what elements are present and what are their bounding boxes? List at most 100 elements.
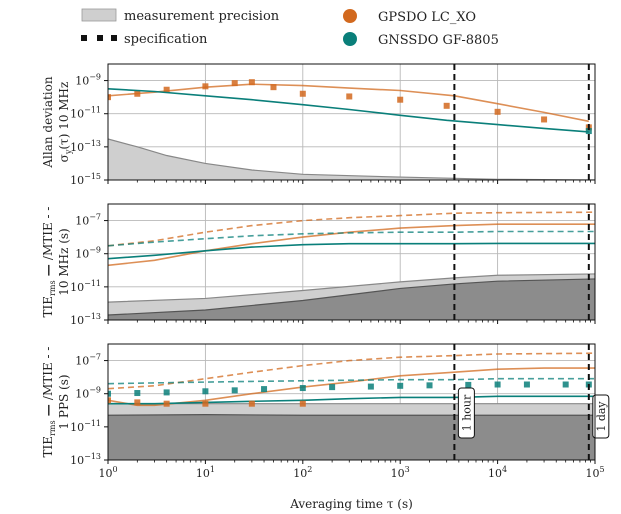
series-line-lcxo-line [108, 83, 589, 123]
series-line-lcxo-line [108, 223, 595, 267]
y-tick-label: 10−13 [70, 312, 101, 327]
y-axis-label: TIErms — /MTIE - -1 PPS (s) [41, 347, 71, 458]
y-tick-label: 10−13 [70, 452, 101, 467]
spec-point-lcxo [163, 400, 170, 407]
spec-point-lcxo [231, 80, 238, 87]
spec-point-gf [367, 383, 374, 390]
spec-point-gf [523, 381, 530, 388]
precision-area-dark [108, 278, 595, 320]
series-line-lcxo-dash [108, 211, 595, 247]
spec-point-lcxo [163, 86, 170, 93]
spec-point-lcxo [494, 108, 501, 115]
panel-tie10mhz: 10−13 10−11 10−9 10−7 TIErms — /MTIE - -10 M… [41, 203, 596, 327]
spec-point-gf [231, 387, 238, 394]
spec-point-lcxo [299, 90, 306, 97]
series-line-gf-dash [108, 230, 595, 247]
y-axis-label: Allan deviation σy(τ) 10 MHz [41, 76, 73, 168]
spec-point-lcxo [134, 90, 141, 97]
x-tick-label: 101 [196, 465, 215, 480]
x-tick-label: 102 [293, 465, 312, 480]
spec-point-gf [202, 388, 209, 395]
spec-point-gf [299, 385, 306, 392]
legend-gf-marker [343, 32, 357, 46]
series-line-gf-line [108, 395, 595, 405]
y-tick-label: 10−9 [75, 246, 101, 261]
x-tick-label: 100 [98, 465, 117, 480]
spec-point-lcxo [541, 116, 548, 123]
spec-point-lcxo [299, 400, 306, 407]
panel-tie1pps: 1 hour 1 day 10−13 10−11 10−9 10−7 100 101 102 10… [41, 343, 610, 511]
y-axis-label-line1: TIErms — /MTIE - - [41, 347, 57, 458]
series-line-gf-line [108, 242, 595, 260]
legend-spec-dot [97, 35, 103, 41]
series-line-lcxo-dash [108, 352, 595, 390]
y-tick-label: 10−9 [75, 73, 101, 88]
y-axis-label-line1: TIErms — /MTIE - - [41, 207, 57, 318]
spec-point-gf [108, 390, 111, 397]
plot-frame [107, 343, 596, 461]
legend-lcxo-label: GPSDO LC_XO [378, 10, 476, 25]
vline-label: 1 hour [460, 394, 473, 431]
precision-area-light [108, 138, 595, 180]
y-tick-label: 10−13 [70, 139, 101, 154]
spec-point-lcxo [346, 93, 353, 100]
spec-point-gf [585, 128, 592, 135]
precision-area-dark [108, 414, 595, 460]
precision-area-dark-edge [108, 413, 595, 416]
spec-point-lcxo [202, 83, 209, 90]
y-tick-label: 10−11 [70, 279, 101, 294]
y-axis-label: TIErms — /MTIE - -10 MHz (s) [41, 207, 71, 318]
spec-point-gf [494, 381, 501, 388]
spec-point-lcxo [270, 84, 277, 91]
spec-point-gf [329, 384, 336, 391]
spec-point-lcxo [108, 397, 111, 404]
y-tick-label: 10−15 [70, 172, 101, 187]
spec-point-gf [426, 382, 433, 389]
series-line-gf-dash [108, 377, 595, 385]
series-line-lcxo-line [108, 367, 595, 407]
x-tick-label: 103 [391, 465, 410, 480]
y-tick-label: 10−9 [75, 386, 101, 401]
plot-frame [107, 63, 596, 181]
y-tick-label: 10−7 [75, 353, 101, 368]
spec-point-gf [163, 389, 170, 396]
legend-precision-swatch [81, 8, 117, 22]
y-axis-label-line2: 10 MHz (s) [57, 228, 71, 296]
spec-point-lcxo [202, 400, 209, 407]
legend-gf-label: GNSSDO GF-8805 [378, 33, 499, 48]
legend-lcxo-marker [343, 9, 357, 23]
precision-area-dark-edge [108, 278, 595, 316]
spec-point-gf [562, 381, 569, 388]
vline-label: 1 day [595, 401, 608, 432]
spec-point-gf [397, 382, 404, 389]
y-axis-label-line2: 1 PPS (s) [57, 374, 71, 429]
legend-spec-dot [81, 35, 87, 41]
precision-area-light-edge [108, 138, 595, 180]
legend-spec-label: specification [124, 32, 208, 47]
legend-precision-label: measurement precision [124, 9, 280, 24]
spec-point-gf [261, 386, 268, 393]
vline-label-box [592, 394, 610, 439]
spec-point-lcxo [108, 94, 111, 101]
legend: measurement precision specification GPSDO … [81, 8, 499, 48]
y-axis-label-line2: σy(τ) 10 MHz [57, 82, 73, 163]
x-axis-label: Averaging time τ (s) [289, 497, 413, 511]
x-tick-label: 104 [488, 465, 507, 480]
x-tick-label: 105 [585, 465, 604, 480]
y-tick-label: 10−11 [70, 106, 101, 121]
y-tick-label: 10−7 [75, 213, 101, 228]
y-tick-label: 10−11 [70, 419, 101, 434]
spec-point-gf [465, 381, 472, 388]
spec-point-lcxo [248, 400, 255, 407]
legend-spec-dot [111, 35, 117, 41]
spec-point-gf [134, 390, 141, 397]
y-axis-label-line1: Allan deviation [41, 76, 55, 168]
vline-label-box [457, 387, 475, 439]
precision-area-light-edge [108, 273, 595, 303]
spec-point-lcxo [134, 399, 141, 406]
spec-point-lcxo [248, 79, 255, 86]
plot-frame [107, 203, 596, 321]
